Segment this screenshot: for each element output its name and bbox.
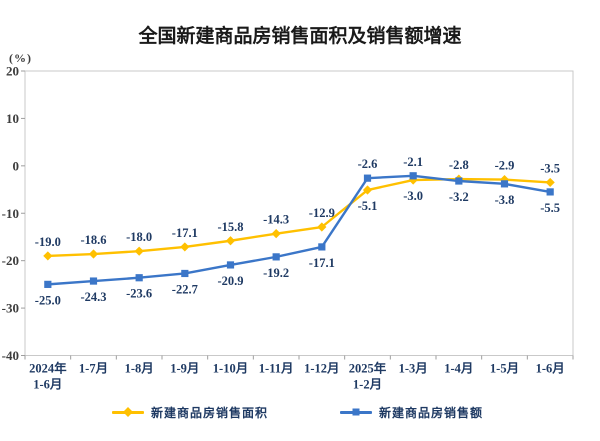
diamond-marker-icon <box>123 407 133 417</box>
data-point-marker-sales-amount <box>135 274 143 282</box>
data-point-marker-sales-area <box>88 249 99 259</box>
y-axis-tick-label: -10 <box>2 206 19 221</box>
x-axis-category-label: 1-10月 <box>213 362 248 376</box>
data-point-marker-sales-area <box>180 242 190 252</box>
legend-label-sales-area: 新建商品房销售面积 <box>151 405 269 420</box>
x-axis-category-label: 1-9月 <box>170 362 199 376</box>
data-label-sales-amount: -19.2 <box>263 266 289 280</box>
data-label-sales-amount: -3.2 <box>449 190 469 204</box>
x-axis-category-label: 2024年 1-6月 <box>29 361 67 392</box>
plot-border <box>24 70 574 356</box>
data-point-marker-sales-amount <box>455 177 463 185</box>
data-label-sales-area: -2.8 <box>449 158 469 172</box>
data-point-marker-sales-amount <box>409 172 417 180</box>
x-axis-category-label: 2025年 1-2月 <box>349 361 387 392</box>
legend-item-sales-amount: 新建商品房销售额 <box>340 403 483 421</box>
data-point-marker-sales-amount <box>363 174 372 182</box>
legend-label-sales-amount: 新建商品房销售额 <box>379 405 484 420</box>
data-label-sales-area: -5.1 <box>358 199 378 213</box>
data-label-sales-area: -12.9 <box>309 206 335 220</box>
data-point-marker-sales-area <box>134 246 144 256</box>
data-label-sales-amount: -2.6 <box>358 157 378 171</box>
x-axis-category-label: 1-12月 <box>304 362 339 376</box>
x-axis-category-label: 1-8月 <box>125 362 154 376</box>
x-axis-category-label: 1-11月 <box>259 362 294 376</box>
data-label-sales-area: -3.0 <box>403 189 423 203</box>
data-label-sales-amount: -25.0 <box>35 293 61 307</box>
data-label-sales-amount: -22.7 <box>172 282 198 296</box>
data-label-sales-amount: -20.9 <box>217 274 243 288</box>
data-label-sales-area: -18.6 <box>80 233 106 247</box>
y-axis-tick-label: -20 <box>2 253 19 268</box>
data-point-marker-sales-amount <box>318 243 326 251</box>
data-label-sales-amount: -3.8 <box>495 193 515 207</box>
data-point-marker-sales-amount <box>89 277 98 285</box>
data-point-marker-sales-area <box>43 251 53 261</box>
y-axis-tick-label: -40 <box>2 348 19 363</box>
data-label-sales-area: -18.0 <box>126 230 152 244</box>
series-line-sales-amount <box>47 174 551 286</box>
y-axis-tick-label: 20 <box>6 64 19 79</box>
data-point-marker-sales-amount <box>226 261 235 269</box>
legend-item-sales-area: 新建商品房销售面积 <box>112 403 268 421</box>
chart-title: 全国新建商品房销售面积及销售额增速 <box>138 26 462 47</box>
x-axis-category-label: 1-7月 <box>79 362 108 376</box>
chart-legend: 新建商品房销售面积 新建商品房销售额 <box>0 403 600 421</box>
data-label-sales-amount: -23.6 <box>126 287 152 301</box>
y-axis-tick-label: 10 <box>6 111 19 126</box>
data-label-sales-amount: -24.3 <box>80 290 106 304</box>
data-point-marker-sales-area <box>317 222 327 232</box>
data-label-sales-amount: -5.5 <box>540 201 560 215</box>
square-marker-icon <box>352 408 360 416</box>
data-point-marker-sales-amount <box>546 188 554 196</box>
y-axis-tick-label: -30 <box>2 301 19 316</box>
x-axis-category-label: 1-5月 <box>490 362 519 376</box>
data-point-marker-sales-amount <box>181 269 189 278</box>
data-label-sales-area: -15.8 <box>217 220 243 234</box>
y-axis-tick-label: 0 <box>13 158 20 173</box>
data-label-sales-area: -3.5 <box>540 161 560 175</box>
y-axis-unit-label: (%) <box>9 51 32 65</box>
data-point-marker-sales-area <box>271 229 281 239</box>
data-label-sales-area: -17.1 <box>172 226 198 240</box>
x-axis-category-label: 1-4月 <box>444 362 473 376</box>
data-point-marker-sales-amount <box>500 180 509 188</box>
data-label-sales-area: -19.0 <box>35 235 61 249</box>
data-label-sales-area: -14.3 <box>263 213 289 227</box>
legend-line-sales-area <box>112 407 144 417</box>
data-point-marker-sales-area <box>362 185 373 195</box>
x-axis-category-label: 1-6月 <box>536 362 565 376</box>
data-point-marker-sales-amount <box>272 253 280 261</box>
data-point-marker-sales-area <box>225 236 236 246</box>
data-label-sales-area: -2.9 <box>495 159 515 173</box>
data-label-sales-amount: -2.1 <box>403 155 423 169</box>
x-axis-category-label: 1-3月 <box>399 362 428 376</box>
data-label-sales-amount: -17.1 <box>309 256 335 270</box>
series-line-sales-area <box>47 177 551 258</box>
data-point-marker-sales-amount <box>44 280 52 288</box>
data-point-marker-sales-area <box>545 177 555 188</box>
legend-line-sales-amount <box>340 408 372 416</box>
